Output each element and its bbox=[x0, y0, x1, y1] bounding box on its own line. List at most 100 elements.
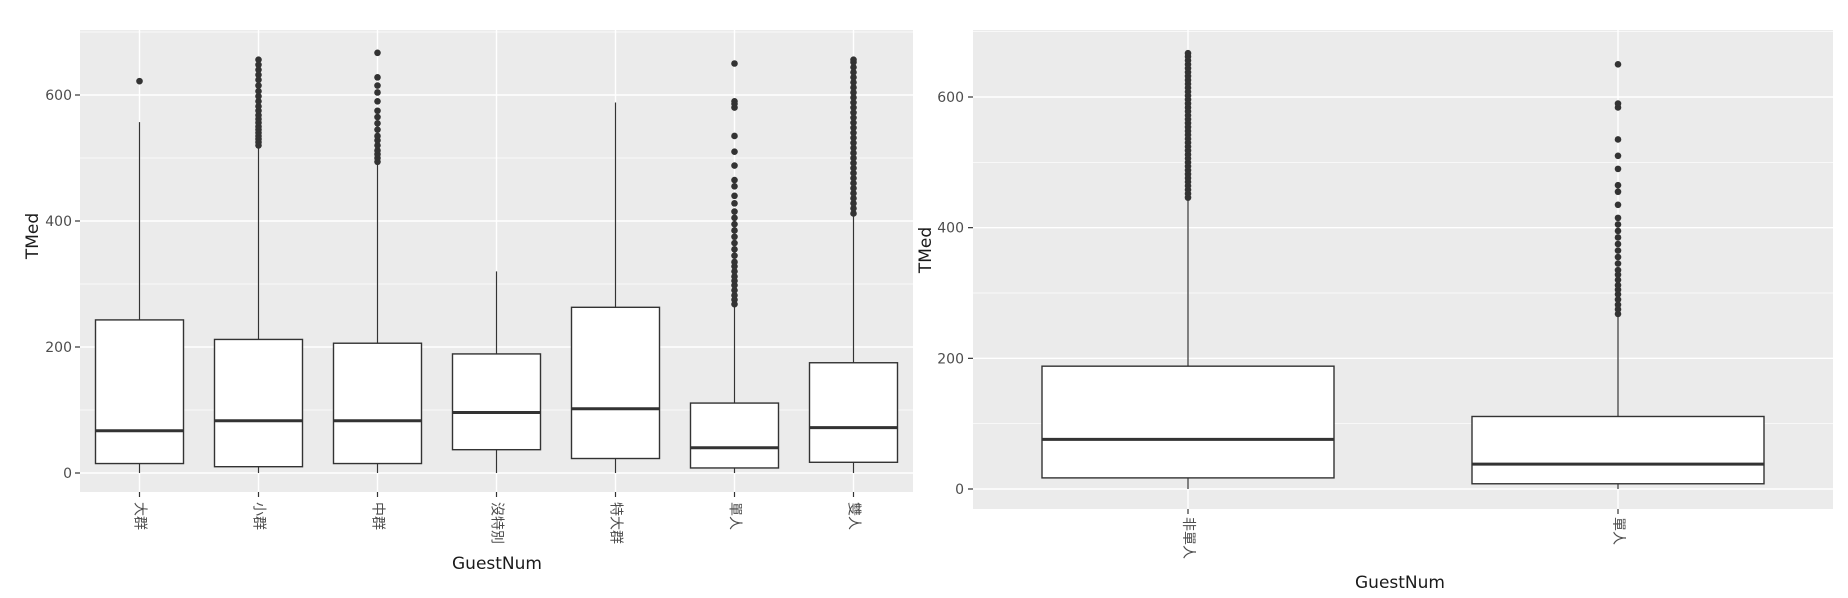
x-axis-title-left: GuestNum bbox=[452, 554, 542, 574]
outlier-point bbox=[374, 132, 381, 140]
outlier-point bbox=[731, 268, 738, 275]
outlier-point bbox=[255, 92, 262, 100]
x-tick-label: 小群 bbox=[251, 502, 267, 530]
outlier-point bbox=[731, 176, 738, 184]
outlier-point bbox=[850, 74, 857, 81]
x-tick-label: 中群 bbox=[370, 502, 386, 530]
outlier-point bbox=[1614, 188, 1622, 196]
outlier-point bbox=[850, 179, 857, 187]
outlier-point bbox=[731, 258, 738, 266]
box-非單人 bbox=[1041, 49, 1335, 489]
iqr-box bbox=[1041, 365, 1335, 479]
outlier-point bbox=[255, 76, 262, 84]
outlier-point bbox=[1614, 136, 1622, 143]
x-tick-label: 沒特別 bbox=[489, 502, 506, 544]
outlier-point bbox=[1184, 49, 1192, 57]
box-沒特別 bbox=[451, 271, 542, 473]
outlier-point bbox=[1614, 253, 1622, 261]
boxplot-panel-right: TMed GuestNum 0 200 400 600 非單人 單人 bbox=[916, 30, 1833, 593]
outlier-point bbox=[374, 113, 381, 121]
outlier-point bbox=[1614, 165, 1622, 173]
outlier-point bbox=[731, 220, 738, 228]
outlier-point bbox=[850, 94, 857, 101]
outlier-point bbox=[731, 200, 738, 207]
outlier-point bbox=[374, 98, 381, 105]
y-tick-label: 600 bbox=[45, 88, 72, 104]
outlier-point bbox=[374, 126, 381, 133]
outlier-point bbox=[255, 87, 262, 95]
y-tick-label: 200 bbox=[45, 340, 72, 356]
iqr-box bbox=[213, 338, 304, 468]
outlier-point bbox=[1614, 234, 1622, 241]
outlier-point bbox=[1614, 276, 1622, 284]
outlier-point bbox=[850, 69, 857, 76]
x-axis-title-right: GuestNum bbox=[1355, 573, 1445, 593]
outlier-point bbox=[731, 252, 738, 259]
outlier-point bbox=[850, 114, 857, 121]
boxplot-panel-left: TMed GuestNum 0 200 400 600 大群 小群 中群 沒特別 特大群 單人 雙人 bbox=[23, 30, 913, 574]
outlier-point bbox=[255, 61, 262, 69]
outlier-point bbox=[1614, 271, 1622, 279]
x-tick-label: 單人 bbox=[1610, 517, 1626, 545]
outlier-point bbox=[1614, 286, 1622, 294]
outlier-point bbox=[850, 129, 857, 137]
outlier-point bbox=[731, 132, 738, 140]
outlier-point bbox=[1614, 296, 1622, 303]
outlier-point bbox=[731, 162, 738, 169]
y-axis-title-left: TMed bbox=[23, 213, 43, 260]
outlier-point bbox=[1614, 201, 1622, 209]
iqr-box bbox=[808, 362, 899, 463]
outlier-point bbox=[850, 119, 857, 127]
outlier-point bbox=[1614, 61, 1622, 68]
outlier-point bbox=[374, 120, 381, 127]
outlier-point bbox=[374, 147, 381, 154]
box-特大群 bbox=[570, 102, 661, 473]
outlier-point bbox=[1614, 281, 1622, 289]
box-大群 bbox=[94, 77, 185, 473]
outlier-point bbox=[731, 98, 738, 105]
outlier-point bbox=[374, 89, 381, 96]
outlier-point bbox=[255, 56, 262, 64]
outlier-point bbox=[850, 84, 857, 91]
outlier-point bbox=[374, 82, 381, 89]
outlier-point bbox=[1614, 310, 1622, 318]
outlier-point bbox=[850, 134, 857, 142]
outlier-point bbox=[850, 144, 857, 152]
outlier-point bbox=[731, 246, 738, 253]
outlier-point bbox=[850, 205, 857, 212]
outlier-point bbox=[1614, 301, 1622, 309]
x-tick-label: 單人 bbox=[727, 502, 743, 530]
iqr-box bbox=[451, 353, 542, 451]
outlier-point bbox=[850, 89, 857, 96]
outlier-point bbox=[1614, 240, 1622, 248]
outlier-point bbox=[850, 139, 857, 147]
outlier-point bbox=[850, 56, 857, 64]
outlier-point bbox=[850, 189, 857, 197]
x-tick-label: 大群 bbox=[132, 502, 148, 530]
outlier-point bbox=[731, 287, 738, 294]
outlier-point bbox=[850, 124, 857, 132]
outlier-point bbox=[850, 195, 857, 202]
outlier-point bbox=[136, 77, 143, 85]
outlier-point bbox=[374, 74, 381, 81]
outlier-point bbox=[850, 200, 857, 207]
outlier-point bbox=[255, 98, 262, 105]
box-中群 bbox=[332, 49, 423, 473]
iqr-box bbox=[94, 319, 185, 465]
iqr-box bbox=[570, 306, 661, 460]
iqr-box bbox=[689, 402, 780, 469]
outlier-point bbox=[850, 99, 857, 106]
outlier-point bbox=[374, 49, 381, 57]
y-tick-label: 400 bbox=[937, 221, 964, 237]
box-單人 bbox=[689, 60, 780, 473]
outlier-point bbox=[1614, 260, 1622, 267]
outlier-point bbox=[731, 239, 738, 247]
outlier-point bbox=[1614, 291, 1622, 298]
outlier-point bbox=[850, 104, 857, 111]
outlier-point bbox=[1614, 181, 1622, 189]
outlier-point bbox=[1614, 152, 1622, 160]
outlier-point bbox=[850, 63, 857, 71]
outlier-point bbox=[374, 107, 381, 115]
outlier-point bbox=[731, 227, 738, 234]
